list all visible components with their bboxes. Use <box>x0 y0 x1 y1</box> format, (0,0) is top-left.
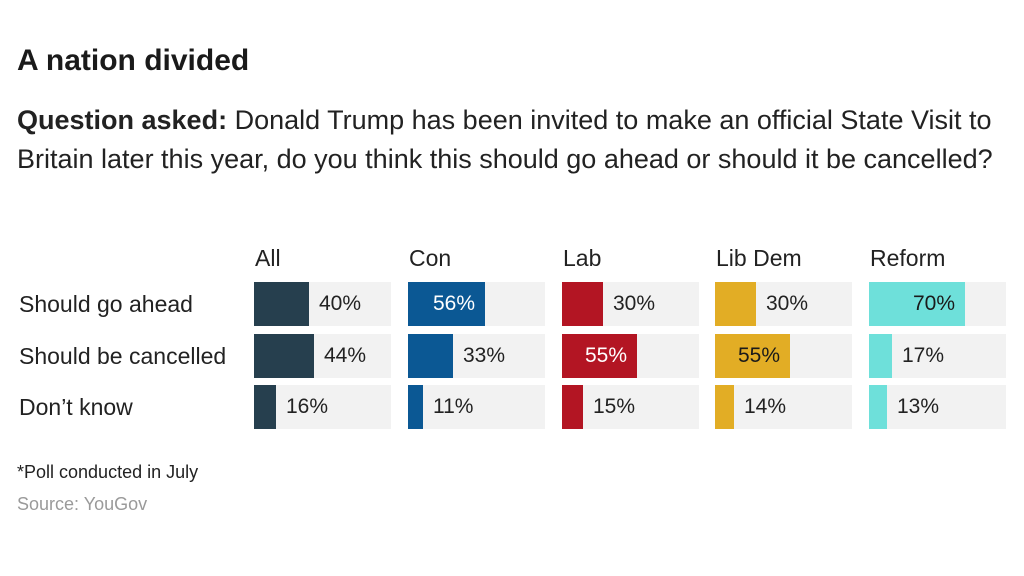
bar-track: 13% <box>869 385 1006 429</box>
value-label: 70% <box>912 292 955 315</box>
bar-reform-don-t-know <box>869 385 887 429</box>
value-label: 40% <box>319 292 362 315</box>
bar-track: 14% <box>715 385 852 429</box>
value-label: 44% <box>324 344 367 367</box>
bar-track: 30% <box>562 282 699 326</box>
value-label: 30% <box>613 292 656 315</box>
bar-track: 55% <box>562 334 699 378</box>
bar-track: 44% <box>254 334 391 378</box>
bar-track: 17% <box>869 334 1006 378</box>
bar-lab-should-go-ahead <box>562 282 603 326</box>
bar-reform-should-go-ahead <box>869 282 965 326</box>
row-label-should-be-cancelled: Should be cancelled <box>19 343 227 369</box>
bar-reform-should-be-cancelled <box>869 334 892 378</box>
poll-note: *Poll conducted in July <box>17 462 199 482</box>
bar-con-should-go-ahead <box>408 282 485 326</box>
column-header-con: Con <box>409 245 452 271</box>
bar-track: 33% <box>408 334 545 378</box>
column-header-reform: Reform <box>870 245 946 271</box>
bar-lib-dem-should-be-cancelled <box>715 334 790 378</box>
value-label: 16% <box>286 395 329 418</box>
value-label: 30% <box>766 292 809 315</box>
row-label-should-go-ahead: Should go ahead <box>19 291 193 317</box>
question-text: Donald Trump has been invited to make an… <box>17 105 993 174</box>
value-label: 55% <box>584 344 627 367</box>
bar-lib-dem-should-go-ahead <box>715 282 756 326</box>
bar-track: 16% <box>254 385 391 429</box>
bar-track: 56% <box>408 282 545 326</box>
value-label: 13% <box>897 395 940 418</box>
value-label: 11% <box>433 395 474 418</box>
value-label: 55% <box>737 344 780 367</box>
chart-title: A nation divided <box>17 44 250 77</box>
value-label: 56% <box>432 292 475 315</box>
bar-con-should-be-cancelled <box>408 334 453 378</box>
column-header-all: All <box>255 245 281 271</box>
value-label: 17% <box>902 344 945 367</box>
bar-lab-don-t-know <box>562 385 583 429</box>
bar-track: 70% <box>869 282 1006 326</box>
bar-track: 55% <box>715 334 852 378</box>
question-label: Question asked: <box>17 105 228 135</box>
bar-all-should-go-ahead <box>254 282 309 326</box>
value-label: 33% <box>463 344 506 367</box>
bar-track: 11% <box>408 385 545 429</box>
bar-track: 30% <box>715 282 852 326</box>
bar-lib-dem-don-t-know <box>715 385 734 429</box>
bar-track: 15% <box>562 385 699 429</box>
source-line: Source: YouGov <box>17 494 148 514</box>
bar-con-don-t-know <box>408 385 423 429</box>
bar-all-don-t-know <box>254 385 276 429</box>
bar-lab-should-be-cancelled <box>562 334 637 378</box>
value-label: 15% <box>593 395 636 418</box>
question-text-block: Question asked: Donald Trump has been in… <box>17 101 1012 179</box>
row-label-don-t-know: Don’t know <box>19 394 133 420</box>
bar-all-should-be-cancelled <box>254 334 314 378</box>
bar-track: 40% <box>254 282 391 326</box>
value-label: 14% <box>744 395 787 418</box>
column-header-lab: Lab <box>563 245 602 271</box>
column-header-lib-dem: Lib Dem <box>716 245 802 271</box>
